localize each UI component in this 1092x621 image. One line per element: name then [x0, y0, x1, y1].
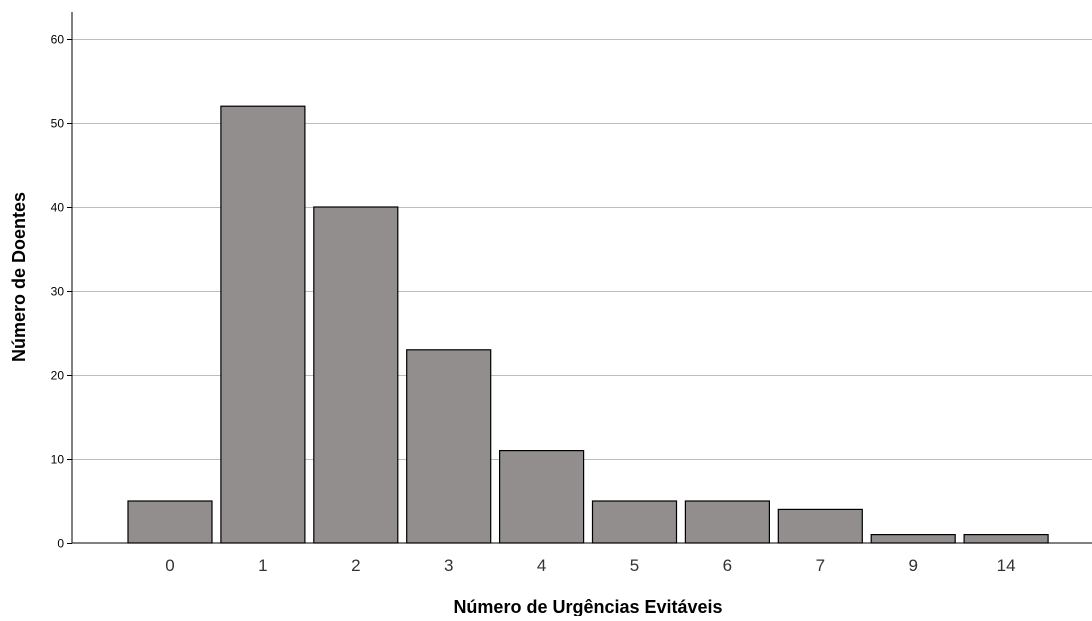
bar-14: [963, 533, 1049, 544]
bar-3: [406, 349, 492, 544]
y-tick-label: 20: [51, 369, 65, 383]
x-tick-label: 9: [908, 556, 917, 575]
y-tick-labels: 0 10 20 30 40 50 60: [51, 33, 72, 551]
x-axis-label: Número de Urgências Evitáveis: [453, 597, 722, 616]
x-tick-label: 3: [444, 556, 453, 575]
bar-9: [870, 533, 956, 544]
y-tick-label: 0: [57, 537, 64, 551]
axes: [71, 12, 1092, 544]
y-tick-label: 60: [51, 33, 65, 47]
bar-0: [127, 500, 213, 544]
x-tick-label: 7: [816, 556, 825, 575]
y-tick-label: 10: [51, 453, 65, 467]
x-tick-label: 4: [537, 556, 546, 575]
x-tick-label: 0: [165, 556, 174, 575]
x-tick-label: 1: [258, 556, 267, 575]
bar-5: [591, 500, 678, 544]
x-tick-labels: 0 1 2 3 4 5 6 7 9 14: [165, 556, 1015, 575]
x-tick-label: 14: [997, 556, 1016, 575]
x-tick-label: 5: [630, 556, 639, 575]
bar-6: [684, 500, 771, 544]
bar-4: [499, 450, 585, 544]
x-tick-label: 2: [351, 556, 360, 575]
x-tick-label: 6: [723, 556, 732, 575]
y-tick-label: 30: [51, 285, 65, 299]
y-tick-label: 40: [51, 201, 65, 215]
y-tick-label: 50: [51, 117, 65, 131]
y-axis-label: Número de Doentes: [9, 192, 29, 362]
bar-2: [313, 206, 399, 544]
bar-1: [220, 105, 306, 544]
bars: [127, 105, 1049, 544]
bar-7: [777, 508, 863, 544]
